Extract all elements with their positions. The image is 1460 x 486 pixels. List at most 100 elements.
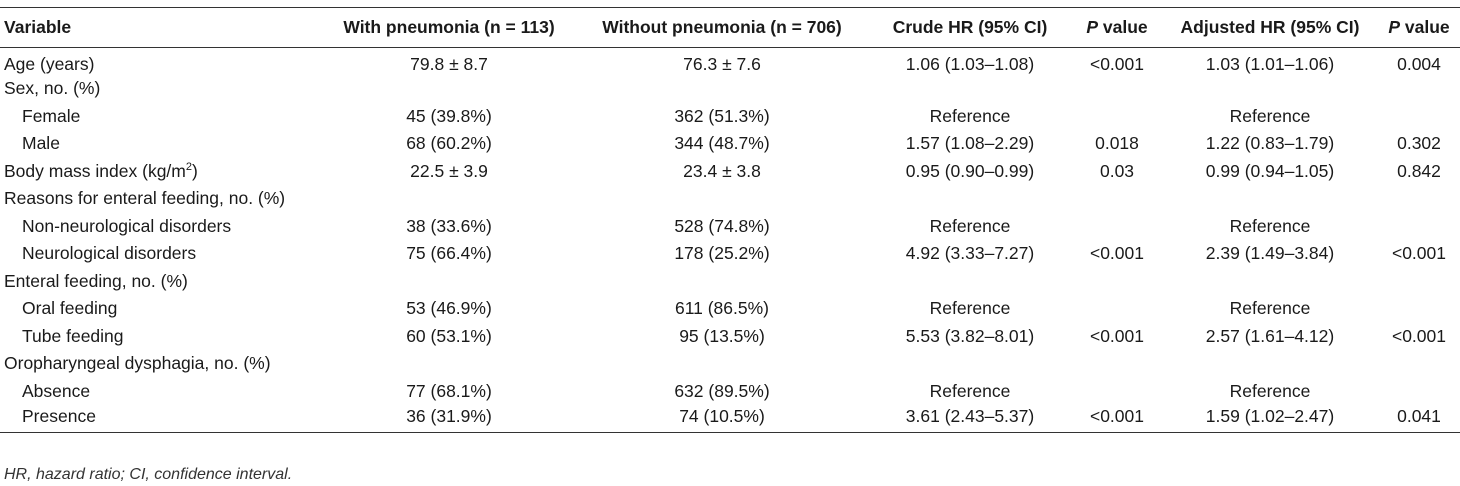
- table-body: Age (years) 79.8 ± 8.7 76.3 ± 7.6 1.06 (1.0…: [0, 48, 1460, 433]
- cell-with-pneumonia: [322, 350, 576, 378]
- cell-without-pneumonia: 344 (48.7%): [674, 133, 770, 154]
- cell-p-value-adjusted: [1378, 75, 1460, 103]
- cell-adjusted-hr: 1.59 (1.02–2.47): [1162, 405, 1378, 433]
- table-row: Oropharyngeal dysphagia, no. (%): [0, 350, 1460, 378]
- variable-text: Tube feeding: [22, 325, 124, 346]
- table-row: Enteral feeding, no. (%): [0, 268, 1460, 296]
- cell-crude-hr: [868, 350, 1072, 378]
- cell-adjusted-hr: [1162, 268, 1378, 296]
- cell-crude-hr: Reference: [929, 380, 1011, 401]
- cell-p-value-adjusted: 0.842: [1397, 160, 1441, 181]
- cell-p-value-adjusted: 0.004: [1397, 54, 1441, 74]
- variable-text: Sex, no. (%): [4, 78, 101, 99]
- table-row: Reasons for enteral feeding, no. (%): [0, 185, 1460, 213]
- cell-variable: Body mass index (kg/m2): [0, 158, 322, 186]
- variable-text: Body mass index (kg/m: [4, 160, 186, 181]
- cell-with-pneumonia: 77 (68.1%): [406, 380, 492, 401]
- cell-with-pneumonia: [322, 75, 576, 103]
- variable-text: Reasons for enteral feeding, no. (%): [4, 188, 286, 209]
- p-italic: P: [1388, 17, 1401, 37]
- cell-p-value-crude: [1072, 75, 1162, 103]
- cell-variable: Sex, no. (%): [0, 75, 322, 103]
- cell-without-pneumonia: 23.4 ± 3.8: [683, 160, 761, 181]
- cell-with-pneumonia: 79.8 ± 8.7: [410, 54, 488, 74]
- cell-variable: Oropharyngeal dysphagia, no. (%): [0, 350, 322, 378]
- cell-variable: Age (years): [0, 48, 322, 76]
- cell-without-pneumonia: 632 (89.5%): [674, 380, 770, 401]
- cell-adjusted-hr: [1162, 75, 1378, 103]
- header-crude-hr: Crude HR (95% CI): [868, 7, 1072, 48]
- cell-without-pneumonia: [576, 75, 868, 103]
- header-row: Variable With pneumonia (n = 113) Withou…: [0, 7, 1460, 48]
- cell-without-pneumonia: 528 (74.8%): [674, 215, 770, 236]
- cell-variable: Non-neurological disorders: [0, 213, 322, 241]
- cell-with-pneumonia: 75 (66.4%): [406, 243, 492, 264]
- cell-p-value-crude: 0.018: [1095, 133, 1139, 154]
- cell-without-pneumonia: 95 (13.5%): [679, 325, 765, 346]
- variable-text: Non-neurological disorders: [22, 215, 232, 236]
- cell-p-value-adjusted: [1378, 268, 1460, 296]
- cell-p-value-adjusted: [1378, 350, 1460, 378]
- cell-variable: Male: [0, 130, 322, 158]
- cell-with-pneumonia: [322, 185, 576, 213]
- cell-variable: Oral feeding: [0, 295, 322, 323]
- table-row: Non-neurological disorders 38 (33.6%) 528 …: [0, 213, 1460, 241]
- cell-adjusted-hr: 2.57 (1.61–4.12): [1205, 325, 1335, 346]
- variable-text: Female: [22, 105, 81, 126]
- variable-text: Male: [22, 133, 60, 154]
- cell-p-value-crude: 0.03: [1099, 160, 1135, 181]
- cell-p-value-adjusted: [1378, 378, 1460, 406]
- cell-p-value-crude: <0.001: [1072, 405, 1162, 433]
- cell-adjusted-hr: [1162, 350, 1378, 378]
- cell-variable: Tube feeding: [0, 323, 322, 351]
- table-row: Neurological disorders 75 (66.4%) 178 (25.…: [0, 240, 1460, 268]
- cell-without-pneumonia: 76.3 ± 7.6: [683, 54, 761, 74]
- cell-with-pneumonia: 38 (33.6%): [406, 215, 492, 236]
- variable-text: Absence: [22, 380, 91, 401]
- variable-text: Enteral feeding, no. (%): [4, 270, 188, 291]
- cell-adjusted-hr: 0.99 (0.94–1.05): [1205, 160, 1335, 181]
- superscript: 2: [185, 160, 192, 173]
- table-row: Male 68 (60.2%) 344 (48.7%) 1.57 (1.08–2.29…: [0, 130, 1460, 158]
- cell-crude-hr: [868, 268, 1072, 296]
- cell-crude-hr: Reference: [929, 298, 1011, 319]
- table-row: Female 45 (39.8%) 362 (51.3%) Reference Refe…: [0, 103, 1460, 131]
- variable-text: Oral feeding: [22, 298, 118, 319]
- variable-text-end: ): [192, 160, 198, 181]
- cell-adjusted-hr: 2.39 (1.49–3.84): [1205, 243, 1335, 264]
- header-variable: Variable: [0, 7, 322, 48]
- cell-crude-hr: [868, 75, 1072, 103]
- cell-crude-hr: Reference: [929, 215, 1011, 236]
- cell-with-pneumonia: 45 (39.8%): [406, 105, 492, 126]
- cell-crude-hr: 4.92 (3.33–7.27): [905, 243, 1035, 264]
- cell-with-pneumonia: 68 (60.2%): [406, 133, 492, 154]
- header-p-value-adjusted: P value: [1378, 7, 1460, 48]
- cell-with-pneumonia: 36 (31.9%): [322, 405, 576, 433]
- table-row: Tube feeding 60 (53.1%) 95 (13.5%) 5.53 (3.…: [0, 323, 1460, 351]
- cell-p-value-crude: [1072, 350, 1162, 378]
- header-p-value-crude: P value: [1072, 7, 1162, 48]
- cell-p-value-crude: [1072, 378, 1162, 406]
- cell-p-value-adjusted: [1378, 103, 1460, 131]
- cell-crude-hr: 3.61 (2.43–5.37): [868, 405, 1072, 433]
- cell-p-value-crude: [1072, 103, 1162, 131]
- variable-text: Age (years): [4, 54, 95, 74]
- cell-without-pneumonia: [576, 268, 868, 296]
- cell-adjusted-hr: 1.22 (0.83–1.79): [1205, 133, 1335, 154]
- cell-p-value-adjusted: <0.001: [1391, 325, 1446, 346]
- cell-with-pneumonia: 60 (53.1%): [406, 325, 492, 346]
- cell-p-value-crude: <0.001: [1089, 325, 1144, 346]
- table-row: Presence 36 (31.9%) 74 (10.5%) 3.61 (2.43–5…: [0, 405, 1460, 433]
- table-row: Body mass index (kg/m2) 22.5 ± 3.9 23.4 ± …: [0, 158, 1460, 186]
- p-rest: value: [1098, 17, 1148, 37]
- cell-with-pneumonia: [322, 268, 576, 296]
- p-rest: value: [1400, 17, 1450, 37]
- cell-p-value-crude: <0.001: [1089, 54, 1144, 74]
- cell-with-pneumonia: 53 (46.9%): [406, 298, 492, 319]
- cell-without-pneumonia: 611 (86.5%): [674, 298, 770, 319]
- cell-p-value-crude: [1072, 213, 1162, 241]
- table-row: Absence 77 (68.1%) 632 (89.5%) Reference Ref…: [0, 378, 1460, 406]
- data-table: Variable With pneumonia (n = 113) Withou…: [0, 7, 1460, 433]
- cell-crude-hr: 1.06 (1.03–1.08): [905, 54, 1035, 74]
- variable-text: Presence: [22, 406, 96, 426]
